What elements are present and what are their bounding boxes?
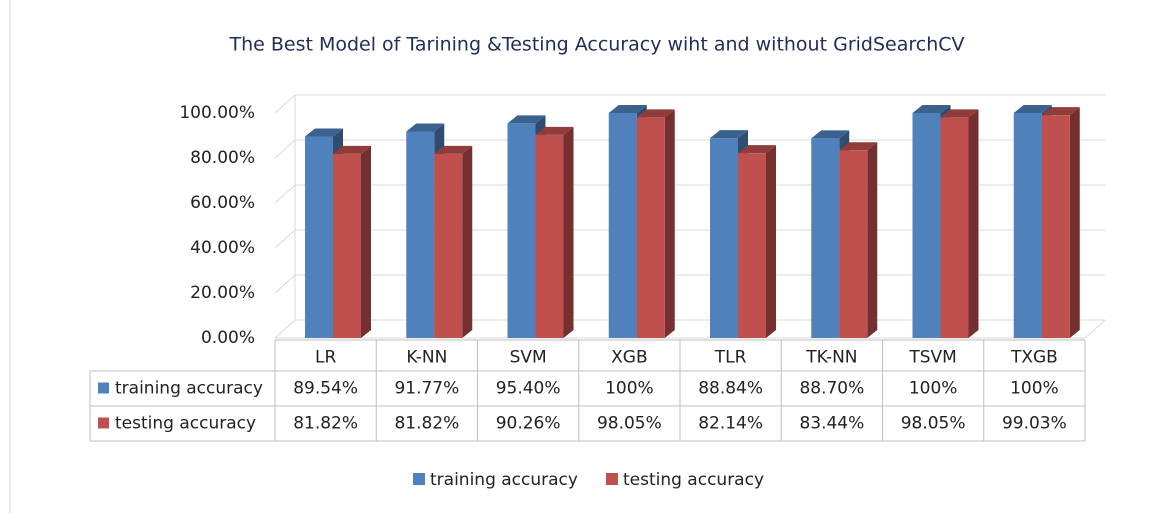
bar (940, 109, 979, 338)
bar-top (636, 109, 675, 118)
bar-side (563, 126, 574, 338)
table-value: 98.05% (597, 414, 662, 434)
table-value: 88.84% (698, 379, 763, 399)
bar-front (912, 113, 941, 338)
x-tick-label: TK-NN (805, 348, 857, 368)
y-tick-label: 20.00% (190, 283, 255, 303)
y-tick-label: 60.00% (190, 193, 255, 213)
bar-front (636, 117, 665, 338)
bar-top (333, 145, 371, 154)
bar-top (608, 105, 647, 113)
table-value: 83.44% (799, 414, 864, 434)
bar-top (1041, 107, 1080, 116)
bar-side (1069, 107, 1080, 339)
table-value: 81.82% (394, 414, 459, 434)
table-value: 90.26% (496, 414, 561, 434)
table-value: 100% (909, 379, 958, 399)
bar (1041, 107, 1080, 339)
table-value: 91.77% (394, 379, 459, 399)
floor-right (1084, 319, 1106, 339)
bar-side (766, 145, 776, 338)
bar-front (305, 136, 333, 338)
grid-side (274, 94, 296, 114)
legend-label: training accuracy (430, 470, 578, 490)
table-value: 98.05% (901, 414, 966, 434)
bar-side (361, 145, 371, 338)
table-value: 82.14% (698, 414, 763, 434)
bar-side (968, 109, 979, 338)
grid-side (274, 229, 296, 249)
bar (333, 145, 371, 338)
grid-side (274, 319, 296, 339)
bar-top (738, 145, 776, 154)
bar-top (434, 145, 473, 154)
bar-top (535, 126, 574, 135)
bar-side (664, 109, 675, 338)
bar-front (333, 153, 361, 338)
table-series-name: training accuracy (115, 379, 263, 399)
bar (738, 145, 776, 338)
bar-top (912, 105, 951, 113)
bar-top (1013, 105, 1052, 113)
bar-top (839, 142, 878, 151)
table-value: 81.82% (293, 414, 358, 434)
grid-side (274, 274, 296, 294)
bar-front (738, 153, 766, 338)
bar-top (507, 115, 546, 124)
table-legend-key (98, 382, 109, 394)
bar-top (406, 123, 445, 132)
table-value: 99.03% (1002, 414, 1067, 434)
table-value: 88.70% (799, 379, 864, 399)
bar-front (940, 117, 969, 338)
bar-front (1041, 115, 1070, 339)
x-tick-label: SVM (510, 348, 547, 368)
bar (434, 145, 473, 338)
table-legend-key (98, 417, 109, 429)
bar-side (462, 145, 473, 338)
chart-title: The Best Model of Tarining &Testing Accu… (228, 34, 964, 56)
legend-key (413, 473, 425, 485)
bar-top (710, 130, 748, 139)
grid-side (274, 139, 296, 159)
y-tick-label: 80.00% (190, 148, 255, 168)
bar-front (608, 113, 637, 338)
bar-front (710, 138, 738, 338)
grid-side (274, 184, 296, 204)
table-value: 89.54% (293, 379, 358, 399)
y-tick-label: 40.00% (190, 238, 255, 258)
x-tick-label: TSVM (908, 348, 956, 368)
bar-front (811, 138, 840, 338)
bar-front (535, 134, 564, 338)
y-tick-label: 100.00% (179, 103, 255, 123)
table-value: 95.40% (496, 379, 561, 399)
bar-side (867, 142, 878, 338)
bar-front (507, 123, 536, 338)
bar (636, 109, 675, 338)
bar-front (1013, 113, 1042, 338)
x-tick-label: TXGB (1010, 348, 1058, 368)
legend-key (605, 473, 618, 485)
bar-top (305, 128, 343, 137)
bar (535, 126, 574, 338)
x-tick-label: LR (315, 348, 336, 368)
bar-front (406, 131, 435, 338)
y-tick-label: 0.00% (201, 328, 255, 348)
bar-top (940, 109, 979, 118)
table-value: 100% (1010, 379, 1059, 399)
x-tick-label: XGB (611, 348, 647, 368)
bar-front (839, 150, 868, 338)
x-tick-label: TLR (714, 348, 747, 368)
bar-top (811, 130, 850, 139)
bar-front (434, 153, 463, 338)
x-tick-label: K-NN (406, 348, 447, 368)
table-value: 100% (605, 379, 654, 399)
table-series-name: testing accuracy (115, 414, 256, 434)
legend-label: testing accuracy (623, 470, 764, 490)
bar (839, 142, 878, 338)
